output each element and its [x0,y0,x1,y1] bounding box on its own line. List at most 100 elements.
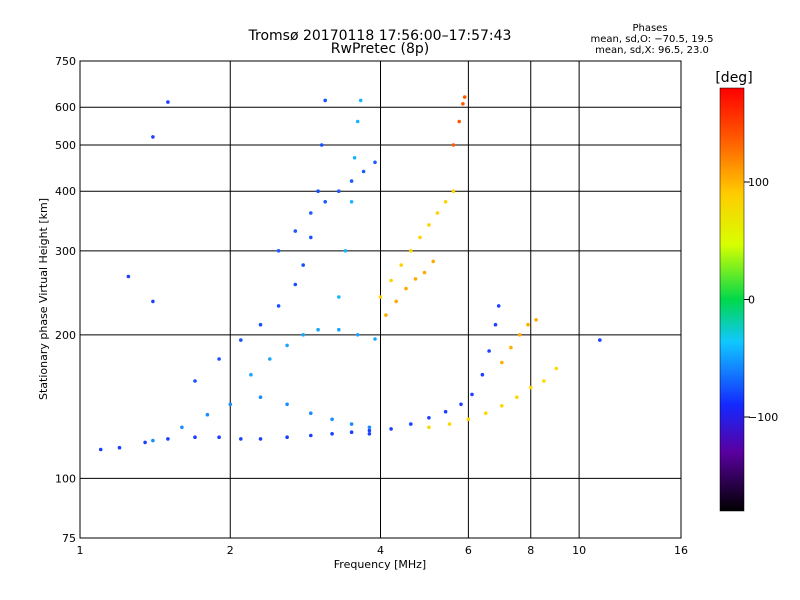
colorbar-label: [deg] [715,70,752,86]
scatter-point [389,427,393,431]
scatter-point [323,200,328,204]
scatter-point [352,156,357,160]
scatter-point [355,333,360,337]
x-axis-label: Frequency [MHz] [334,558,426,571]
scatter-point [193,435,197,440]
y-tick-label: 200 [55,329,76,342]
scatter-point [480,372,485,377]
scatter-point [496,304,501,308]
scatter-point [316,189,320,193]
scatter-point [301,263,306,267]
scatter-point [367,432,372,436]
scatter-point [529,385,533,390]
scatter-point [217,357,221,361]
x-tick-label: 4 [377,544,384,557]
scatter-point [343,249,348,253]
plot-frame [79,60,682,539]
scatter-point [319,143,324,147]
y-tick-label: 75 [62,532,76,545]
scatter-point [166,437,170,441]
y-tick-label: 300 [55,245,76,258]
scatter-point [276,249,281,253]
x-tick-label: 1 [77,544,84,557]
scatter-point [180,425,184,430]
scatter-point [466,417,471,422]
scatter-point [487,349,491,353]
y-tick-label: 500 [55,139,76,152]
stats-o-mode: mean, sd,O: −70.5, 19.5 [591,34,714,45]
x-tick-label: 8 [527,544,534,557]
scatter-point [526,322,530,327]
scatter-point [373,337,377,341]
scatter-point [337,189,341,193]
scatter-point [554,366,559,371]
y-tick-label: 100 [55,472,76,485]
scatter-point [413,277,418,281]
scatter-point [459,402,463,407]
scatter-point [239,437,243,441]
scatter-point [151,438,155,443]
scatter-point [323,98,328,103]
scatter-point [470,392,474,397]
scatter-point [330,432,334,436]
scatter-point [427,425,431,430]
x-tick-label: 16 [674,544,688,557]
scatter-point [461,102,465,106]
scatter-point [268,357,272,361]
scatter-point [404,286,408,291]
x-tick-label: 10 [572,544,586,557]
stats-heading: Phases [632,23,667,34]
scatter-point [457,119,462,124]
scatter-point [378,295,383,299]
colorbar-tick-label: 0 [748,294,755,307]
scatter-point [301,333,306,337]
scatter-point [367,425,372,430]
scatter-point [151,135,155,139]
scatter-point [409,249,413,253]
x-tick-label: 6 [465,544,472,557]
scatter-point [447,422,452,426]
scatter-point [515,395,519,400]
chart-subtitle: RwPretec (8p) [331,41,429,57]
scatter-point [258,322,263,327]
scatter-point [534,318,538,322]
scatter-point [427,416,431,420]
scatter-point [98,447,103,452]
scatter-point [493,322,498,327]
scatter-point [293,282,298,287]
scatter-point [258,437,263,441]
scatter-point [431,259,436,264]
scatter-point [500,360,504,365]
scatter-point [349,422,354,426]
scatter-point [389,278,393,283]
scatter-point [309,235,313,240]
x-tick-label: 2 [227,544,234,557]
stats-x-mode: mean, sd,X: 96.5, 23.0 [595,45,709,56]
scatter-point [509,345,513,350]
scatter-point [361,169,366,174]
y-axis-ticks: 75 100 200 300 400 500 600 750 [55,55,76,545]
scatter-point [422,270,427,275]
scatter-point [337,295,341,299]
scatter-point [309,411,313,416]
scatter-point [276,304,281,308]
grid-layer [80,61,681,538]
scatter-point [228,402,233,407]
y-tick-label: 400 [55,185,76,198]
scatter-point [409,422,413,426]
scatter-point [217,435,221,440]
scatter-point [399,263,404,267]
scatter-point [337,327,341,332]
chart-title: Tromsø 20170118 17:56:00–17:57:43 [248,28,512,44]
scatter-point [258,395,263,400]
scatter-point [349,200,354,204]
colorbar-tick-label: −100 [748,411,778,424]
scatter-point [443,200,448,204]
scatter-point [151,299,155,304]
scatter-point [427,223,431,227]
scatter-point [355,119,360,124]
scatter-point [483,411,488,416]
scatter-point [330,417,334,422]
scatter-point [249,372,253,377]
scatter-point [126,274,131,279]
